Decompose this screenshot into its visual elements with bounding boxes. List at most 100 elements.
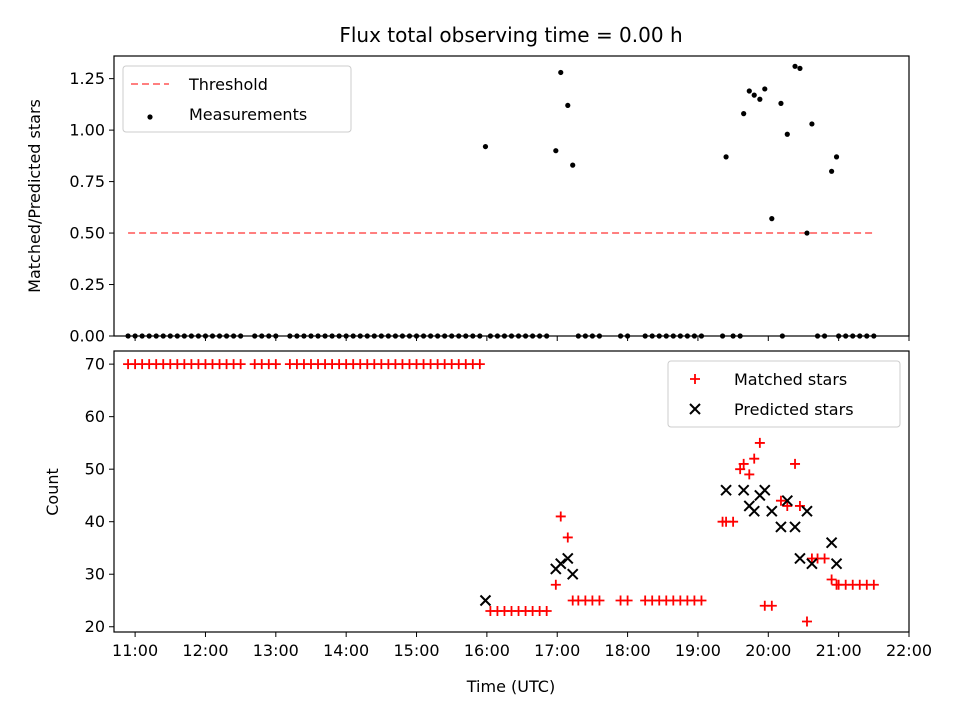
- measurement-point: [804, 230, 810, 236]
- matched-star-point: [826, 574, 837, 585]
- matched-star-point: [749, 453, 760, 464]
- measurement-point: [589, 333, 596, 339]
- measurement-point: [399, 333, 406, 339]
- x-tick-label: 11:00: [112, 641, 158, 660]
- predicted-star-point: [562, 552, 574, 565]
- measurement-point: [392, 333, 399, 339]
- measurement-point: [195, 333, 202, 339]
- measurement-point: [582, 333, 588, 339]
- measurement-point: [315, 333, 321, 339]
- matched-star-point: [550, 579, 561, 590]
- measurement-point: [216, 333, 223, 339]
- measurement-point: [797, 65, 803, 71]
- y-tick-label: 50: [85, 460, 105, 479]
- measurement-point: [252, 333, 258, 339]
- matched-star-point: [775, 495, 786, 506]
- bottom-y-axis-label: Count: [43, 468, 62, 516]
- matched-star-point: [562, 532, 573, 543]
- legend-matched-swatch: [690, 374, 700, 384]
- predicted-star-point: [555, 558, 567, 570]
- measurement-point: [730, 333, 736, 339]
- predicted-star-point: [801, 505, 813, 517]
- y-tick-label: 30: [85, 565, 105, 584]
- measurement-point: [181, 333, 187, 339]
- measurement-point: [259, 333, 265, 339]
- matched-star-point: [790, 458, 801, 469]
- measurement-point: [435, 333, 441, 339]
- matched-star-point: [541, 605, 552, 616]
- measurement-point: [814, 333, 821, 339]
- measurement-point: [139, 333, 145, 339]
- predicted-star-point: [789, 521, 801, 533]
- matched-star-point: [794, 500, 805, 511]
- measurement-point: [371, 333, 377, 339]
- predicted-star-point: [825, 537, 838, 549]
- measurement-point: [751, 92, 757, 98]
- measurement-point: [273, 333, 279, 339]
- measurement-point: [442, 333, 448, 339]
- measurement-point: [364, 333, 370, 339]
- measurement-point: [174, 333, 180, 339]
- matched-star-point: [696, 595, 707, 606]
- measurement-point: [857, 333, 863, 339]
- measurement-point: [209, 333, 216, 339]
- matched-star-point: [744, 469, 755, 480]
- measurement-point: [809, 121, 815, 127]
- x-axis-label: Time (UTC): [466, 677, 555, 696]
- matched-star-point: [738, 458, 749, 469]
- measurement-point: [413, 333, 420, 339]
- measurement-point: [565, 102, 571, 109]
- matched-star-point: [622, 595, 633, 606]
- legend-entry-label: Predicted stars: [734, 400, 854, 419]
- x-tick-label: 20:00: [745, 641, 791, 660]
- measurement-point: [624, 333, 631, 339]
- chart-title: Flux total observing time = 0.00 h: [339, 23, 682, 47]
- measurement-point: [663, 333, 669, 339]
- series-matched-stars: [123, 359, 879, 627]
- measurement-point: [698, 333, 705, 339]
- measurement-point: [160, 333, 166, 339]
- measurement-point: [570, 162, 576, 168]
- y-tick-label: 70: [85, 355, 105, 374]
- measurement-point: [836, 333, 842, 339]
- x-tick-label: 13:00: [253, 641, 299, 660]
- measurement-point: [737, 333, 743, 339]
- measurement-point: [757, 96, 763, 102]
- predicted-star-point: [759, 484, 771, 496]
- measurement-point: [427, 333, 434, 339]
- measurement-point: [329, 333, 335, 339]
- measurement-point: [202, 333, 209, 339]
- x-tick-label: 14:00: [323, 641, 369, 660]
- measurement-point: [336, 333, 342, 339]
- bottom-panel-star-counts: 20 30 40 50 60 70 11:00 12:00 13:00 14:00 15:00 16:…: [85, 350, 932, 660]
- measurement-point: [821, 333, 828, 339]
- measurement-point: [167, 333, 173, 339]
- matched-star-point: [801, 616, 812, 627]
- measurement-point: [656, 333, 662, 339]
- measurement-point: [829, 168, 835, 174]
- matched-star-point: [754, 437, 765, 448]
- measurement-point: [850, 333, 856, 339]
- measurement-point: [522, 333, 529, 339]
- matched-star-point: [782, 500, 793, 511]
- measurement-point: [463, 333, 469, 339]
- measurement-point: [294, 333, 300, 339]
- measurement-point: [544, 333, 550, 339]
- measurement-point: [864, 333, 870, 339]
- legend-measurement-swatch: [147, 114, 153, 120]
- measurement-point: [843, 333, 849, 339]
- measurement-point: [308, 333, 314, 339]
- measurement-point: [833, 154, 840, 160]
- x-tick-label: 12:00: [182, 641, 228, 660]
- measurement-point: [558, 69, 564, 76]
- y-tick-label: 0.75: [69, 172, 105, 191]
- measurement-point: [477, 333, 483, 339]
- measurement-point: [792, 63, 798, 69]
- series-predicted-stars: [479, 484, 843, 607]
- y-tick-label: 0.25: [69, 275, 105, 294]
- measurement-point: [784, 131, 790, 137]
- legend-entry-label: Matched stars: [734, 370, 847, 389]
- measurement-point: [132, 333, 138, 339]
- legend: Threshold Measurements: [122, 65, 352, 133]
- measurement-point: [515, 333, 522, 339]
